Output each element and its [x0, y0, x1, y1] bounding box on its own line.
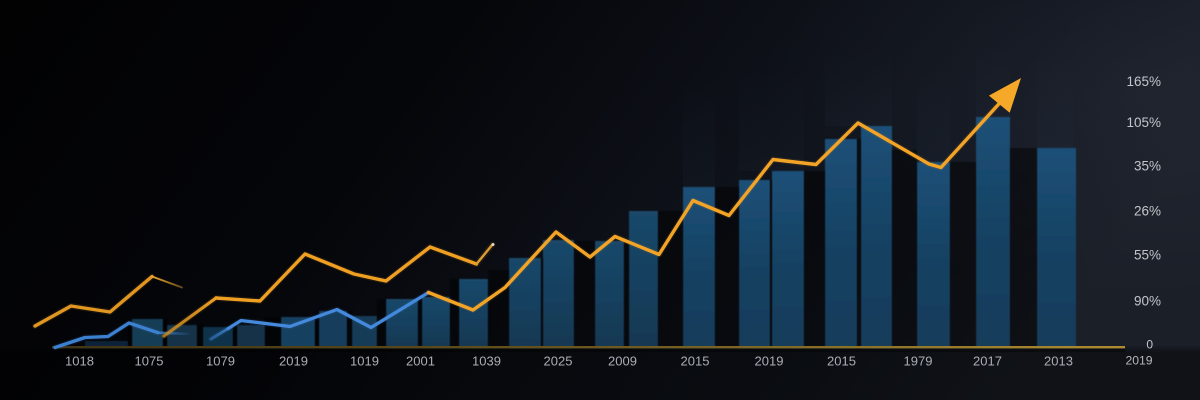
- svg-text:165%: 165%: [1126, 74, 1161, 89]
- svg-text:2015: 2015: [681, 354, 710, 369]
- svg-text:2025: 2025: [544, 354, 573, 369]
- svg-text:1979: 1979: [904, 354, 933, 369]
- svg-text:1039: 1039: [472, 354, 501, 369]
- svg-text:0: 0: [1146, 338, 1153, 352]
- svg-text:55%: 55%: [1134, 248, 1161, 263]
- svg-text:2019: 2019: [279, 354, 308, 369]
- svg-text:2019: 2019: [1125, 354, 1152, 368]
- svg-text:2015: 2015: [827, 354, 856, 369]
- svg-text:90%: 90%: [1134, 294, 1161, 309]
- svg-text:1018: 1018: [65, 354, 94, 369]
- svg-text:26%: 26%: [1134, 204, 1161, 219]
- svg-text:2017: 2017: [973, 354, 1002, 369]
- svg-text:1075: 1075: [135, 354, 164, 369]
- svg-text:105%: 105%: [1126, 115, 1161, 130]
- svg-text:2019: 2019: [755, 354, 784, 369]
- svg-text:2013: 2013: [1044, 354, 1073, 369]
- svg-text:2001: 2001: [406, 354, 435, 369]
- svg-text:1019: 1019: [350, 354, 379, 369]
- svg-text:35%: 35%: [1134, 159, 1161, 174]
- svg-text:1079: 1079: [206, 354, 235, 369]
- svg-text:2009: 2009: [608, 354, 637, 369]
